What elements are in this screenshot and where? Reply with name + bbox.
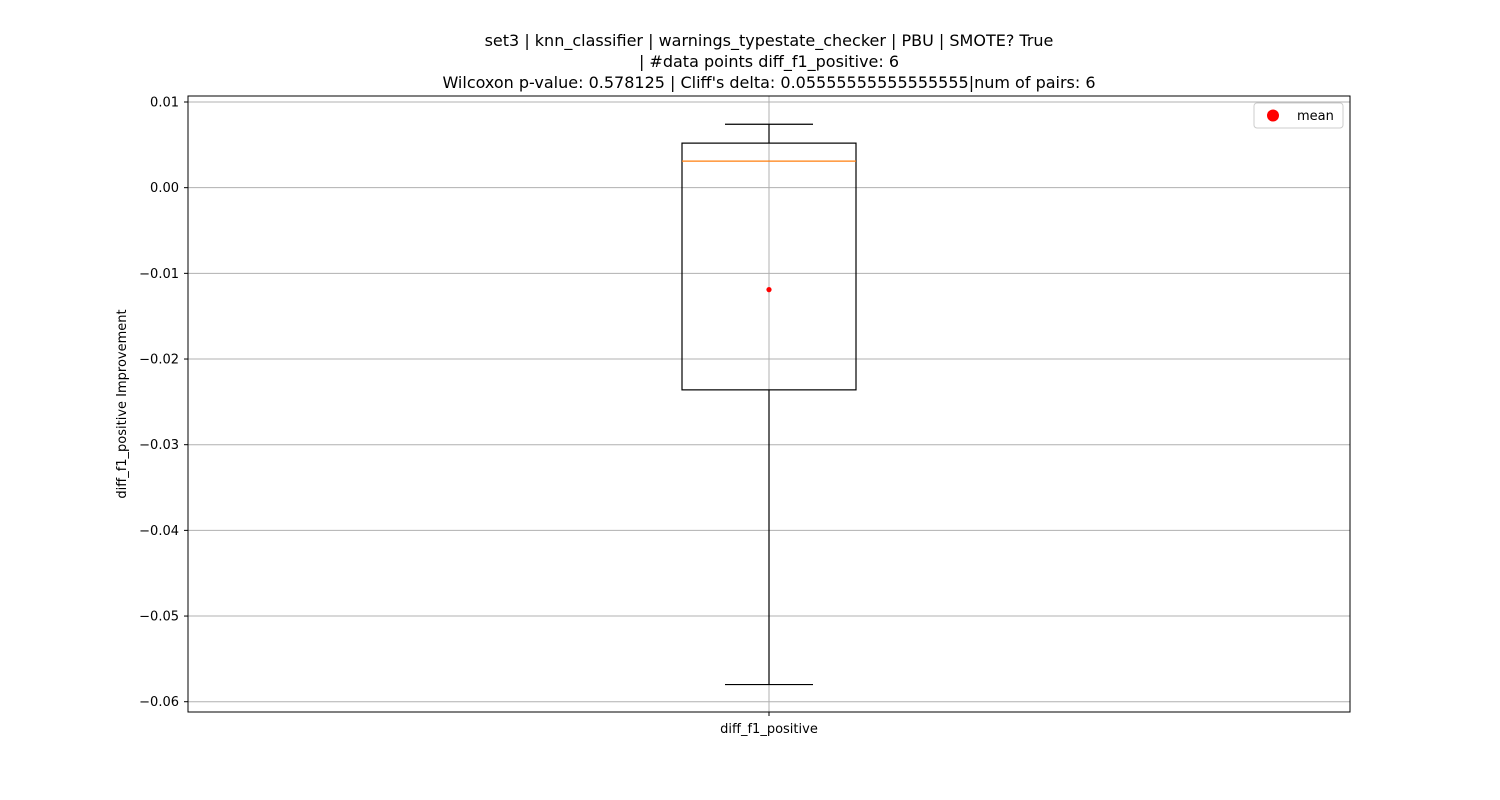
chart-title-line-1: set3 | knn_classifier | warnings_typesta… [485,31,1054,51]
x-axis-ticks: diff_f1_positive [720,712,818,737]
legend-frame [1253,102,1344,129]
y-tick-label: −0.02 [139,353,179,368]
mean-marker [766,287,772,293]
y-tick-label: −0.03 [139,438,179,453]
chart-title-line-3: Wilcoxon p-value: 0.578125 | Cliff's del… [442,73,1095,92]
legend-mean-label: mean [1297,109,1334,124]
y-axis-ticks: 0.01 0.00 −0.01 −0.02 −0.03 −0.04 −0.05 −0.06 [139,95,188,710]
y-axis-label: diff_f1_positive Improvement [115,309,130,498]
box-plot-elements [681,123,857,686]
y-tick-label: −0.01 [139,267,179,282]
y-tick-label: −0.06 [139,695,179,710]
legend: mean [1253,102,1344,129]
chart-title-line-2: | #data points diff_f1_positive: 6 [639,52,899,72]
y-tick-label: 0.00 [150,181,179,196]
y-tick-label: −0.05 [139,610,179,625]
chart-title: set3 | knn_classifier | warnings_typesta… [442,31,1095,92]
interquartile-box [681,142,857,391]
x-tick-label: diff_f1_positive [720,722,818,737]
legend-mean-marker [1267,109,1279,122]
y-tick-label: 0.01 [150,95,179,110]
y-tick-label: −0.04 [139,524,179,539]
